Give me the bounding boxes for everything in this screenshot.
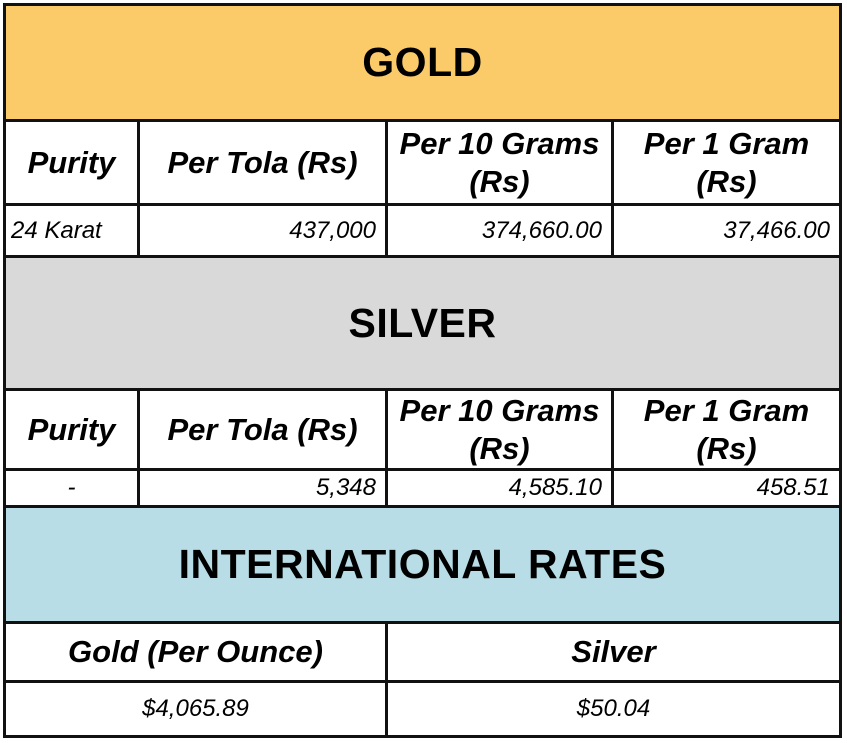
silver-header-per-10-grams: Per 10 Grams (Rs) [388, 391, 614, 468]
rates-sheet: GOLD Purity Per Tola (Rs) Per 10 Grams (… [3, 3, 842, 738]
silver-header-per-tola: Per Tola (Rs) [140, 391, 388, 468]
silver-header-purity: Purity [6, 391, 140, 468]
gold-per-10-grams-value: 374,660.00 [388, 206, 614, 255]
gold-per-1-gram-value: 37,466.00 [723, 216, 830, 244]
gold-header-purity: Purity [6, 122, 140, 203]
silver-per-tola-value: 5,348 [140, 471, 388, 505]
gold-per-tola-value: 437,000 [140, 206, 388, 255]
silver-per-1-gram-value: 458.51 [756, 474, 830, 501]
international-value-row: $4,065.89 $50.04 [6, 683, 839, 735]
international-gold-value: $4,065.89 [6, 683, 388, 735]
silver-header-per-1-gram: Per 1 Gram (Rs) [643, 392, 810, 466]
gold-header-row: Purity Per Tola (Rs) Per 10 Grams (Rs) P… [6, 122, 839, 206]
gold-header-per-tola: Per Tola (Rs) [140, 122, 388, 203]
gold-section-title: GOLD [6, 6, 839, 122]
silver-purity-value: - [6, 471, 140, 505]
international-header-silver: Silver [571, 634, 656, 669]
international-header-gold: Gold (Per Ounce) [6, 624, 388, 680]
gold-header-per-10-grams: Per 10 Grams (Rs) [388, 122, 614, 203]
silver-value-row: - 5,348 4,585.10 458.51 [6, 471, 839, 508]
international-silver-value: $50.04 [576, 695, 651, 722]
gold-value-row: 24 Karat 437,000 374,660.00 37,466.00 [6, 206, 839, 258]
gold-purity-value: 24 Karat [6, 206, 140, 255]
silver-per-10-grams-value: 4,585.10 [388, 471, 614, 505]
gold-header-per-1-gram: Per 1 Gram (Rs) [643, 125, 810, 199]
silver-section-title: SILVER [6, 258, 839, 391]
international-section-title: INTERNATIONAL RATES [6, 508, 839, 624]
silver-header-row: Purity Per Tola (Rs) Per 10 Grams (Rs) P… [6, 391, 839, 471]
international-header-row: Gold (Per Ounce) Silver [6, 624, 839, 683]
